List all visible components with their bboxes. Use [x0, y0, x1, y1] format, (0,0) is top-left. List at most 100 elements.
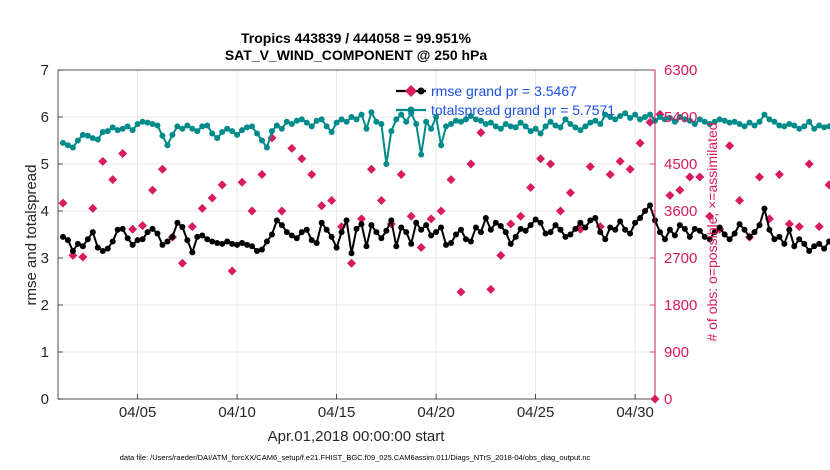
totalspread-point: [467, 113, 474, 120]
y-tick-label: 6: [41, 109, 49, 126]
rmse-point: [358, 221, 365, 228]
totalspread-point: [338, 116, 345, 123]
totalspread-point: [453, 117, 459, 124]
y-axis-right: 0 900 1800 2700 3600 4500 5400 6300: [650, 62, 697, 408]
rmse-point: [343, 217, 350, 224]
rmse-point: [482, 215, 489, 222]
obs-count-point: [824, 180, 830, 190]
totalspread-point: [806, 118, 813, 125]
totalspread-point: [159, 132, 166, 139]
totalspread-point: [89, 135, 96, 142]
rmse-point: [199, 232, 206, 239]
rmse-point: [174, 219, 181, 226]
obs-count-point: [317, 201, 327, 211]
obs-count-point: [436, 206, 446, 216]
rmse-point: [244, 241, 251, 248]
rmse-point: [642, 208, 649, 214]
totalspread-point: [612, 116, 619, 123]
rmse-point: [661, 236, 668, 243]
obs-count-point: [685, 172, 695, 182]
obs-count-point: [665, 190, 675, 200]
y-tick-label: 7: [41, 62, 49, 79]
totalspread-point: [144, 119, 151, 126]
rmse-point: [114, 226, 121, 233]
totalspread-point: [119, 125, 126, 132]
rmse-point: [423, 222, 430, 229]
totalspread-point: [373, 118, 380, 125]
rmse-point: [532, 216, 539, 223]
totalspread-point: [542, 123, 549, 130]
rmse-point: [567, 231, 574, 238]
rmse-point: [323, 226, 330, 233]
totalspread-point: [348, 114, 355, 120]
totalspread-point: [696, 116, 703, 123]
rmse-point: [318, 219, 325, 226]
totalspread-point: [686, 117, 693, 124]
totalspread-point: [741, 123, 748, 130]
rmse-point: [164, 238, 171, 245]
rmse-point: [99, 247, 106, 254]
totalspread-point: [393, 116, 400, 123]
totalspread-point: [268, 128, 275, 135]
totalspread-point: [413, 121, 420, 128]
totalspread-point: [169, 131, 176, 138]
totalspread-point: [139, 118, 146, 125]
totalspread-point: [288, 121, 295, 128]
obs-count-point: [98, 156, 108, 166]
obs-count-point: [605, 169, 615, 179]
rmse-point: [537, 219, 544, 226]
rmse-point: [811, 243, 818, 250]
rmse-point: [408, 240, 415, 247]
rmse-point: [696, 227, 703, 234]
rmse-point: [706, 236, 713, 243]
obs-count-point: [536, 154, 546, 164]
legend-obs-marker: [405, 85, 417, 97]
totalspread-point: [283, 118, 290, 125]
totalspread-point: [711, 118, 718, 125]
totalspread-point: [124, 123, 131, 130]
totalspread-point: [527, 128, 534, 135]
series-layer: [58, 109, 830, 404]
obs-count-point: [466, 159, 476, 169]
rmse-point: [666, 226, 673, 233]
rmse-point: [557, 226, 564, 233]
totalspread-point: [149, 121, 156, 128]
totalspread-point: [343, 118, 350, 125]
obs-count-point: [366, 164, 376, 174]
totalspread-point: [791, 122, 798, 129]
y2-tick-label: 3600: [664, 203, 697, 220]
totalspread-point: [84, 132, 91, 139]
rmse-point: [268, 231, 275, 238]
rmse-point: [353, 225, 360, 232]
obs-count-point: [784, 219, 794, 229]
rmse-point: [84, 236, 91, 243]
rmse-point: [577, 219, 584, 226]
obs-count-point: [794, 222, 804, 232]
rmse-point: [637, 215, 644, 222]
y2-tick-label: 1800: [664, 297, 697, 314]
rmse-point: [234, 241, 241, 248]
totalspread-point: [726, 119, 733, 126]
totalspread-point: [164, 142, 171, 149]
rmse-point: [497, 223, 504, 230]
rmse-point: [179, 223, 186, 230]
obs-count-point: [138, 221, 148, 231]
rmse-point: [681, 225, 688, 232]
rmse-point: [826, 238, 830, 245]
obs-count-point: [187, 222, 197, 232]
rmse-point: [612, 226, 619, 233]
obs-count-point: [565, 188, 575, 198]
rmse-point: [671, 232, 678, 239]
legend-spread-label: totalspread grand pr = 5.7571: [431, 102, 615, 118]
totalspread-point: [318, 116, 325, 123]
totalspread-point: [199, 123, 206, 130]
rmse-point: [736, 221, 743, 228]
y-tick-label: 5: [41, 156, 49, 173]
obs-count-point: [217, 180, 227, 190]
totalspread-point: [398, 111, 405, 118]
totalspread-point: [497, 125, 504, 132]
obs-count-point: [675, 185, 685, 195]
obs-count-point: [754, 172, 764, 182]
totalspread-point: [676, 114, 683, 120]
rmse-point: [308, 237, 315, 244]
